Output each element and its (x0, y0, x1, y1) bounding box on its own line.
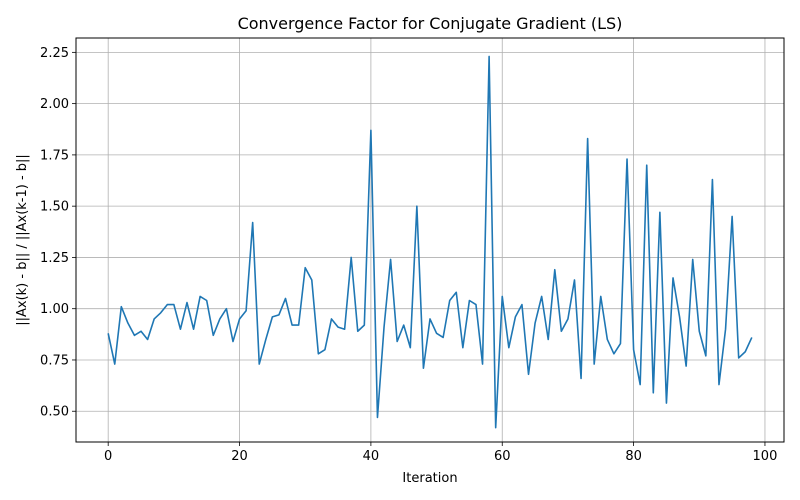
y-axis-label: ||Ax(k) - b|| / ||Ax(k-1) - b|| (15, 154, 30, 326)
x-tick-label: 100 (753, 449, 778, 464)
x-tick-label: 40 (363, 449, 380, 464)
y-tick-label: 1.25 (40, 251, 69, 266)
y-tick-label: 2.25 (40, 46, 69, 61)
y-tick-label: 0.75 (40, 353, 69, 368)
y-tick-label: 1.75 (40, 148, 69, 163)
series-line (107, 55, 753, 429)
x-tick-label: 80 (625, 449, 642, 464)
plot-frame (75, 37, 785, 443)
series-layer (107, 55, 753, 429)
ticks: 0 20 40 60 80 100 0.50 0.75 1.00 1.25 1.50 1.75 2.00… (40, 46, 777, 464)
chart-title: Convergence Factor for Conjugate Gradien… (238, 14, 623, 33)
x-tick-label: 60 (494, 449, 511, 464)
x-tick-label: 0 (104, 449, 112, 464)
y-tick-label: 1.50 (40, 200, 69, 215)
y-tick-label: 2.00 (40, 97, 69, 112)
x-tick-label: 20 (231, 449, 248, 464)
y-tick-label: 1.00 (40, 302, 69, 317)
y-tick-label: 0.50 (40, 405, 69, 420)
x-axis-label: Iteration (402, 471, 457, 486)
grid (76, 38, 784, 442)
